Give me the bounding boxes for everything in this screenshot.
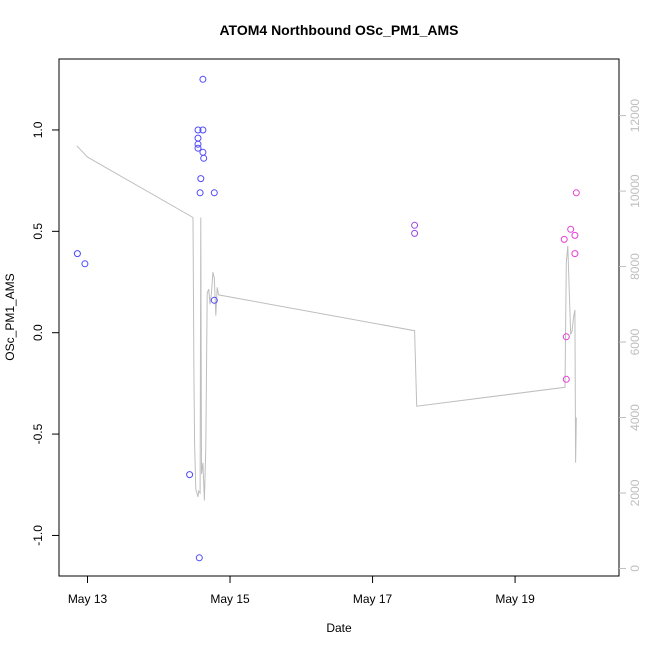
- y-tick-label: 1.0: [31, 121, 45, 138]
- y2-tick-label: 4000: [628, 404, 642, 431]
- point-series: [73, 75, 580, 562]
- y-tick-label: -0.5: [31, 423, 45, 444]
- y2-tick-label: 8000: [628, 253, 642, 280]
- x-tick-label: May 19: [495, 592, 535, 606]
- y2-tick-label: 2000: [628, 479, 642, 506]
- y2-tick-label: 0: [628, 565, 642, 572]
- data-point: [411, 229, 419, 237]
- x-tick-label: May 17: [353, 592, 393, 606]
- data-point: [571, 250, 579, 258]
- x-axis-label: Date: [326, 621, 352, 635]
- data-point: [194, 126, 202, 134]
- data-point: [194, 134, 202, 142]
- data-point: [197, 175, 205, 183]
- data-point: [195, 554, 203, 562]
- data-point: [196, 189, 204, 197]
- data-point: [411, 221, 419, 229]
- data-point: [571, 231, 579, 239]
- y2-tick-label: 10000: [628, 174, 642, 208]
- data-point: [81, 260, 89, 268]
- data-point: [194, 144, 202, 152]
- data-point: [200, 154, 208, 162]
- y2-tick-label: 6000: [628, 328, 642, 355]
- line-series: [76, 145, 577, 501]
- y-tick-label: -1.0: [31, 525, 45, 546]
- data-point: [562, 375, 570, 383]
- x-tick-label: May 13: [68, 592, 108, 606]
- y-tick-label: 0.0: [31, 324, 45, 341]
- data-point: [560, 235, 568, 243]
- data-point: [572, 189, 580, 197]
- data-point: [562, 333, 570, 341]
- x-tick-label: May 15: [210, 592, 250, 606]
- data-point: [210, 296, 218, 304]
- data-point: [199, 126, 207, 134]
- y-axis-label: OSc_PM1_AMS: [3, 273, 17, 360]
- plot-frame: [58, 58, 620, 577]
- data-point: [199, 148, 207, 156]
- data-point: [186, 471, 194, 479]
- data-point: [73, 250, 81, 258]
- data-point: [567, 225, 575, 233]
- data-point: [199, 75, 207, 83]
- y-tick-label: 0.5: [31, 223, 45, 240]
- y-axis-right: 0 2000 4000 6000 8000 10000 12000: [619, 99, 642, 572]
- chart-title: ATOM4 Northbound OSc_PM1_AMS: [219, 22, 458, 38]
- y2-tick-label: 12000: [628, 99, 642, 133]
- x-axis: May 13 May 15 May 17 May 19: [68, 576, 535, 606]
- data-point: [210, 189, 218, 197]
- data-point: [194, 140, 202, 148]
- y-axis-left: -1.0 -0.5 0.0 0.5 1.0: [31, 121, 59, 546]
- line-series-path: [76, 145, 577, 501]
